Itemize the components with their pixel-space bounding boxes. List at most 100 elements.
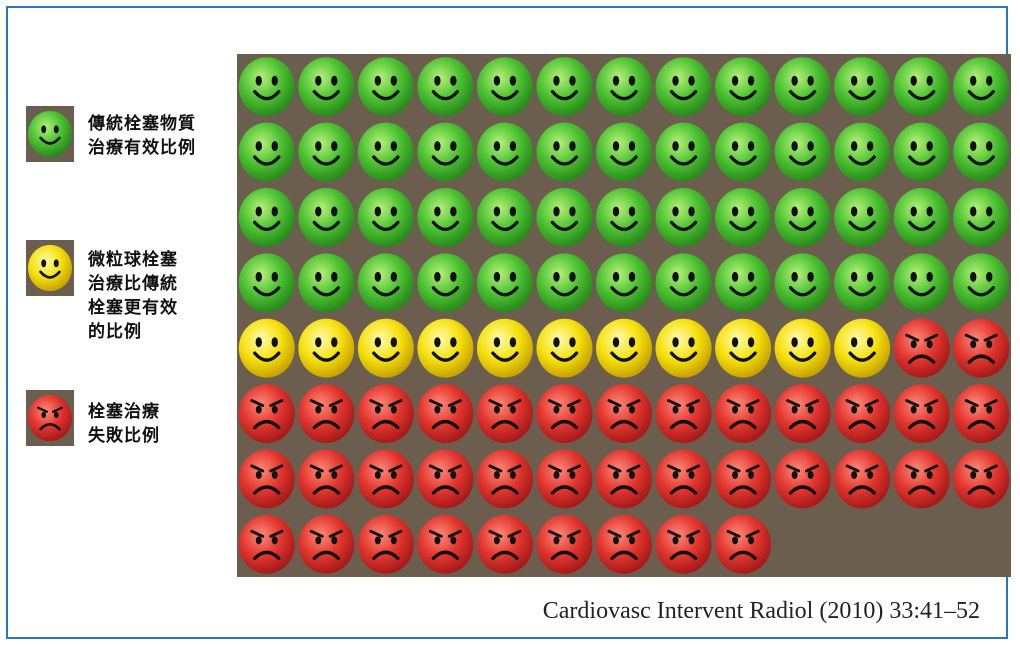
smile-face-green xyxy=(357,188,414,247)
smile-face-green xyxy=(536,57,593,117)
frown-face-red xyxy=(417,384,474,443)
legend-swatch-green xyxy=(26,106,74,162)
frown-face-red xyxy=(596,384,652,443)
smile-face-yellow xyxy=(596,318,652,378)
frown-face-red xyxy=(953,318,1010,378)
waffle-chart xyxy=(237,54,1011,577)
smile-face-green xyxy=(655,253,712,313)
smile-face-green xyxy=(357,122,414,182)
frown-face-red xyxy=(238,514,295,574)
frown-face-red xyxy=(893,449,950,509)
smile-face-green xyxy=(893,188,950,247)
smile-face-green xyxy=(476,188,533,247)
smile-face-green xyxy=(536,253,593,313)
smile-face-green xyxy=(596,188,652,247)
frown-face-red xyxy=(953,384,1010,443)
smile-face-green xyxy=(417,122,474,182)
smile-face-green xyxy=(774,57,831,117)
legend-label-microsphere-more-effective: 微粒球栓塞 治療比傳統 栓塞更有效 的比例 xyxy=(88,250,178,342)
smile-face-green xyxy=(953,253,1010,313)
frown-face-red xyxy=(655,384,712,443)
smile-face-green xyxy=(834,122,891,182)
smile-face-yellow xyxy=(298,318,355,378)
legend-face-yellow xyxy=(28,244,72,292)
frown-face-red xyxy=(417,514,474,574)
smile-face-green xyxy=(476,253,533,313)
frown-face-red xyxy=(774,384,831,443)
legend-label-conventional-effective: 傳統栓塞物質 治療有效比例 xyxy=(88,114,196,158)
smile-face-yellow xyxy=(834,318,891,378)
smile-face-green xyxy=(715,122,772,182)
smile-face-yellow xyxy=(715,318,772,378)
smile-face-green xyxy=(298,188,355,247)
smile-face-icon xyxy=(28,244,72,292)
frown-face-red xyxy=(596,449,652,509)
frown-face-red xyxy=(655,449,712,509)
smile-face-green xyxy=(238,122,295,182)
smile-face-green xyxy=(417,188,474,247)
frown-face-red xyxy=(238,384,295,443)
legend-label-failure: 栓塞治療 失敗比例 xyxy=(88,402,160,446)
smile-face-green xyxy=(774,122,831,182)
frown-face-red xyxy=(834,449,891,509)
legend-face-green xyxy=(28,110,72,158)
smile-face-green xyxy=(417,253,474,313)
frown-face-red xyxy=(953,449,1010,509)
frown-face-red xyxy=(357,514,414,574)
frown-face-red xyxy=(298,384,355,443)
frown-face-red xyxy=(298,514,355,574)
frown-face-red xyxy=(536,384,593,443)
smile-face-green xyxy=(893,253,950,313)
smile-face-green xyxy=(655,122,712,182)
frown-face-red xyxy=(417,449,474,509)
smile-face-yellow xyxy=(774,318,831,378)
frown-face-red xyxy=(655,514,712,574)
smile-face-green xyxy=(417,57,474,117)
smile-face-green xyxy=(715,253,772,313)
smile-face-green xyxy=(298,122,355,182)
smile-face-green xyxy=(834,188,891,247)
legend-swatch-yellow xyxy=(26,240,74,296)
frown-face-red xyxy=(536,514,593,574)
smile-face-green xyxy=(893,57,950,117)
legend-face-red xyxy=(28,394,72,442)
frown-face-red xyxy=(536,449,593,509)
frown-face-red xyxy=(834,384,891,443)
smile-face-green xyxy=(834,57,891,117)
smile-face-green xyxy=(953,122,1010,182)
smile-face-yellow xyxy=(238,318,295,378)
smile-face-green xyxy=(655,57,712,117)
smile-face-green xyxy=(298,253,355,313)
frown-face-red xyxy=(596,514,652,574)
smile-face-yellow xyxy=(476,318,533,378)
legend-swatch-red xyxy=(26,390,74,446)
frown-face-icon xyxy=(28,394,72,442)
smile-face-green xyxy=(536,188,593,247)
smile-face-green xyxy=(655,188,712,247)
frown-face-red xyxy=(357,449,414,509)
smile-face-green xyxy=(893,122,950,182)
smile-face-green xyxy=(238,253,295,313)
smile-face-icon xyxy=(28,110,72,158)
frown-face-red xyxy=(476,384,533,443)
frown-face-red xyxy=(715,514,772,574)
smile-face-green xyxy=(715,57,772,117)
frown-face-red xyxy=(774,449,831,509)
smile-face-green xyxy=(536,122,593,182)
smile-face-green xyxy=(238,57,295,117)
citation: Cardiovasc Intervent Radiol (2010) 33:41… xyxy=(542,598,980,624)
frown-face-red xyxy=(238,449,295,509)
smile-face-green xyxy=(357,253,414,313)
smile-face-green xyxy=(476,122,533,182)
waffle-svg xyxy=(238,57,1010,574)
smile-face-green xyxy=(596,253,652,313)
smile-face-green xyxy=(834,253,891,313)
frown-face-red xyxy=(357,384,414,443)
smile-face-green xyxy=(357,57,414,117)
smile-face-green xyxy=(476,57,533,117)
frown-face-red xyxy=(715,384,772,443)
smile-face-green xyxy=(596,57,652,117)
smile-face-green xyxy=(238,188,295,247)
frown-face-red xyxy=(893,384,950,443)
smile-face-yellow xyxy=(655,318,712,378)
